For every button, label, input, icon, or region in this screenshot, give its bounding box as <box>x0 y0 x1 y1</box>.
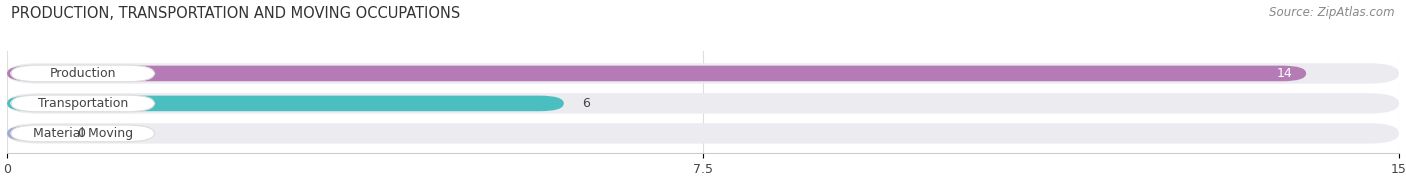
FancyBboxPatch shape <box>11 125 155 142</box>
FancyBboxPatch shape <box>7 126 58 141</box>
Text: Material Moving: Material Moving <box>32 127 132 140</box>
Text: Transportation: Transportation <box>38 97 128 110</box>
Text: 6: 6 <box>582 97 591 110</box>
Text: Production: Production <box>49 67 115 80</box>
Text: PRODUCTION, TRANSPORTATION AND MOVING OCCUPATIONS: PRODUCTION, TRANSPORTATION AND MOVING OC… <box>11 6 461 21</box>
FancyBboxPatch shape <box>11 65 155 82</box>
FancyBboxPatch shape <box>7 96 564 111</box>
FancyBboxPatch shape <box>7 63 1399 84</box>
FancyBboxPatch shape <box>7 93 1399 114</box>
FancyBboxPatch shape <box>11 95 155 112</box>
Text: 14: 14 <box>1277 67 1292 80</box>
Text: 0: 0 <box>77 127 84 140</box>
FancyBboxPatch shape <box>7 66 1306 81</box>
FancyBboxPatch shape <box>7 123 1399 144</box>
Text: Source: ZipAtlas.com: Source: ZipAtlas.com <box>1270 6 1395 19</box>
